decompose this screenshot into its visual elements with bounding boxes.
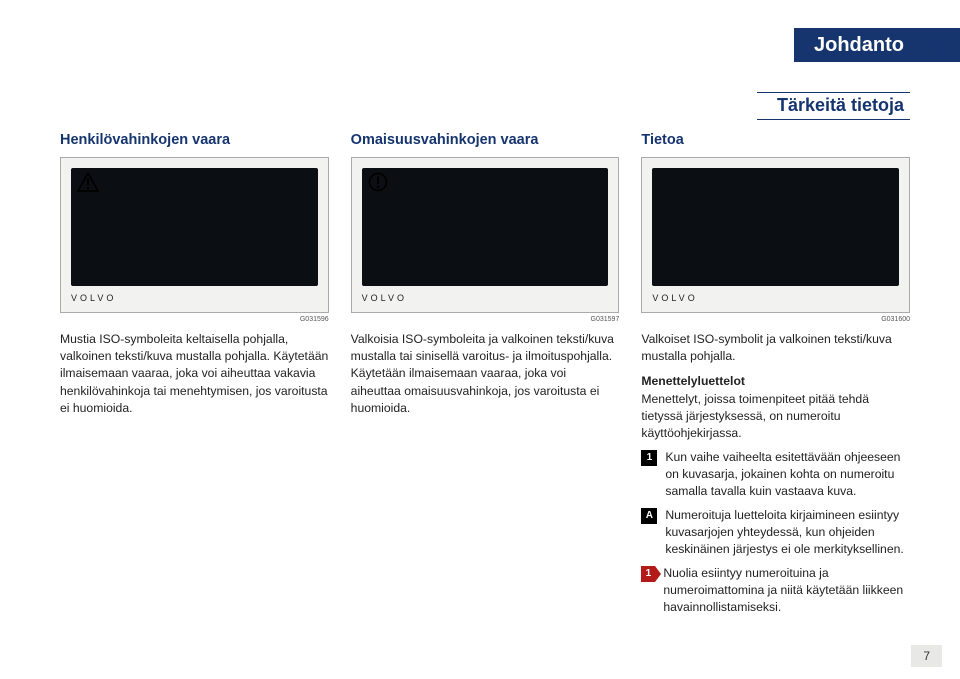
- iso-inner-mid: [362, 168, 609, 286]
- col-left-text: Mustia ISO-symboleita keltaisella pohjal…: [60, 331, 329, 418]
- subheader: Tärkeitä tietoja: [60, 92, 910, 120]
- warning-triangle-icon: [77, 172, 99, 192]
- list-text-a: Numeroituja luetteloita kirjaimineen esi…: [665, 507, 910, 559]
- iso-box-mid: VOLVO: [351, 157, 620, 313]
- list-text-arrow: Nuolia esiintyy numeroituina ja numeroim…: [663, 565, 910, 617]
- page: Johdanto Tärkeitä tietoja Henkilövahinko…: [0, 0, 960, 679]
- warning-circle-icon: [368, 172, 388, 192]
- list-item-arrow: 1 Nuolia esiintyy numeroituina ja numero…: [641, 565, 910, 617]
- page-number: 7: [911, 645, 942, 667]
- list-marker-1: 1: [641, 450, 657, 466]
- iso-box-left: VOLVO: [60, 157, 329, 313]
- iso-inner-right: [652, 168, 899, 286]
- iso-logo-right: VOLVO: [652, 292, 697, 305]
- col-mid: Omaisuusvahinkojen vaara VOLVO G031597 V…: [351, 130, 620, 617]
- iso-logo-left: VOLVO: [71, 292, 116, 305]
- iso-logo-mid: VOLVO: [362, 292, 407, 305]
- iso-code-left: G031596: [60, 315, 329, 325]
- list-marker-a: A: [641, 508, 657, 524]
- col-right: Tietoa VOLVO G031600 Valkoiset ISO-symbo…: [641, 130, 910, 617]
- col-right-head: Tietoa: [641, 130, 910, 151]
- header: Johdanto: [60, 28, 910, 84]
- col-right-text1: Valkoiset ISO-symbolit ja valkoinen teks…: [641, 331, 910, 366]
- info-icon: [924, 32, 954, 62]
- col-right-text2: Menettelyt, joissa toimenpiteet pitää te…: [641, 391, 910, 443]
- header-title: Johdanto: [814, 34, 904, 57]
- iso-inner-left: [71, 168, 318, 286]
- iso-code-mid: G031597: [351, 315, 620, 325]
- subheader-text: Tärkeitä tietoja: [757, 92, 910, 120]
- list-item-a: A Numeroituja luetteloita kirjaimineen e…: [641, 507, 910, 559]
- col-right-h2: Menettelyluettelot: [641, 373, 910, 390]
- col-left: Henkilövahinkojen vaara VOLVO G031596 Mu…: [60, 130, 329, 617]
- iso-box-right: VOLVO: [641, 157, 910, 313]
- iso-code-right: G031600: [641, 315, 910, 325]
- list-text-1: Kun vaihe vaiheelta esitettävään ohjeese…: [665, 449, 910, 501]
- col-left-head: Henkilövahinkojen vaara: [60, 130, 329, 151]
- col-mid-text: Valkoisia ISO-symboleita ja valkoinen te…: [351, 331, 620, 418]
- col-mid-head: Omaisuusvahinkojen vaara: [351, 130, 620, 151]
- arrow-icon: 1: [641, 566, 655, 582]
- columns: Henkilövahinkojen vaara VOLVO G031596 Mu…: [60, 130, 910, 617]
- list-item-1: 1 Kun vaihe vaiheelta esitettävään ohjee…: [641, 449, 910, 501]
